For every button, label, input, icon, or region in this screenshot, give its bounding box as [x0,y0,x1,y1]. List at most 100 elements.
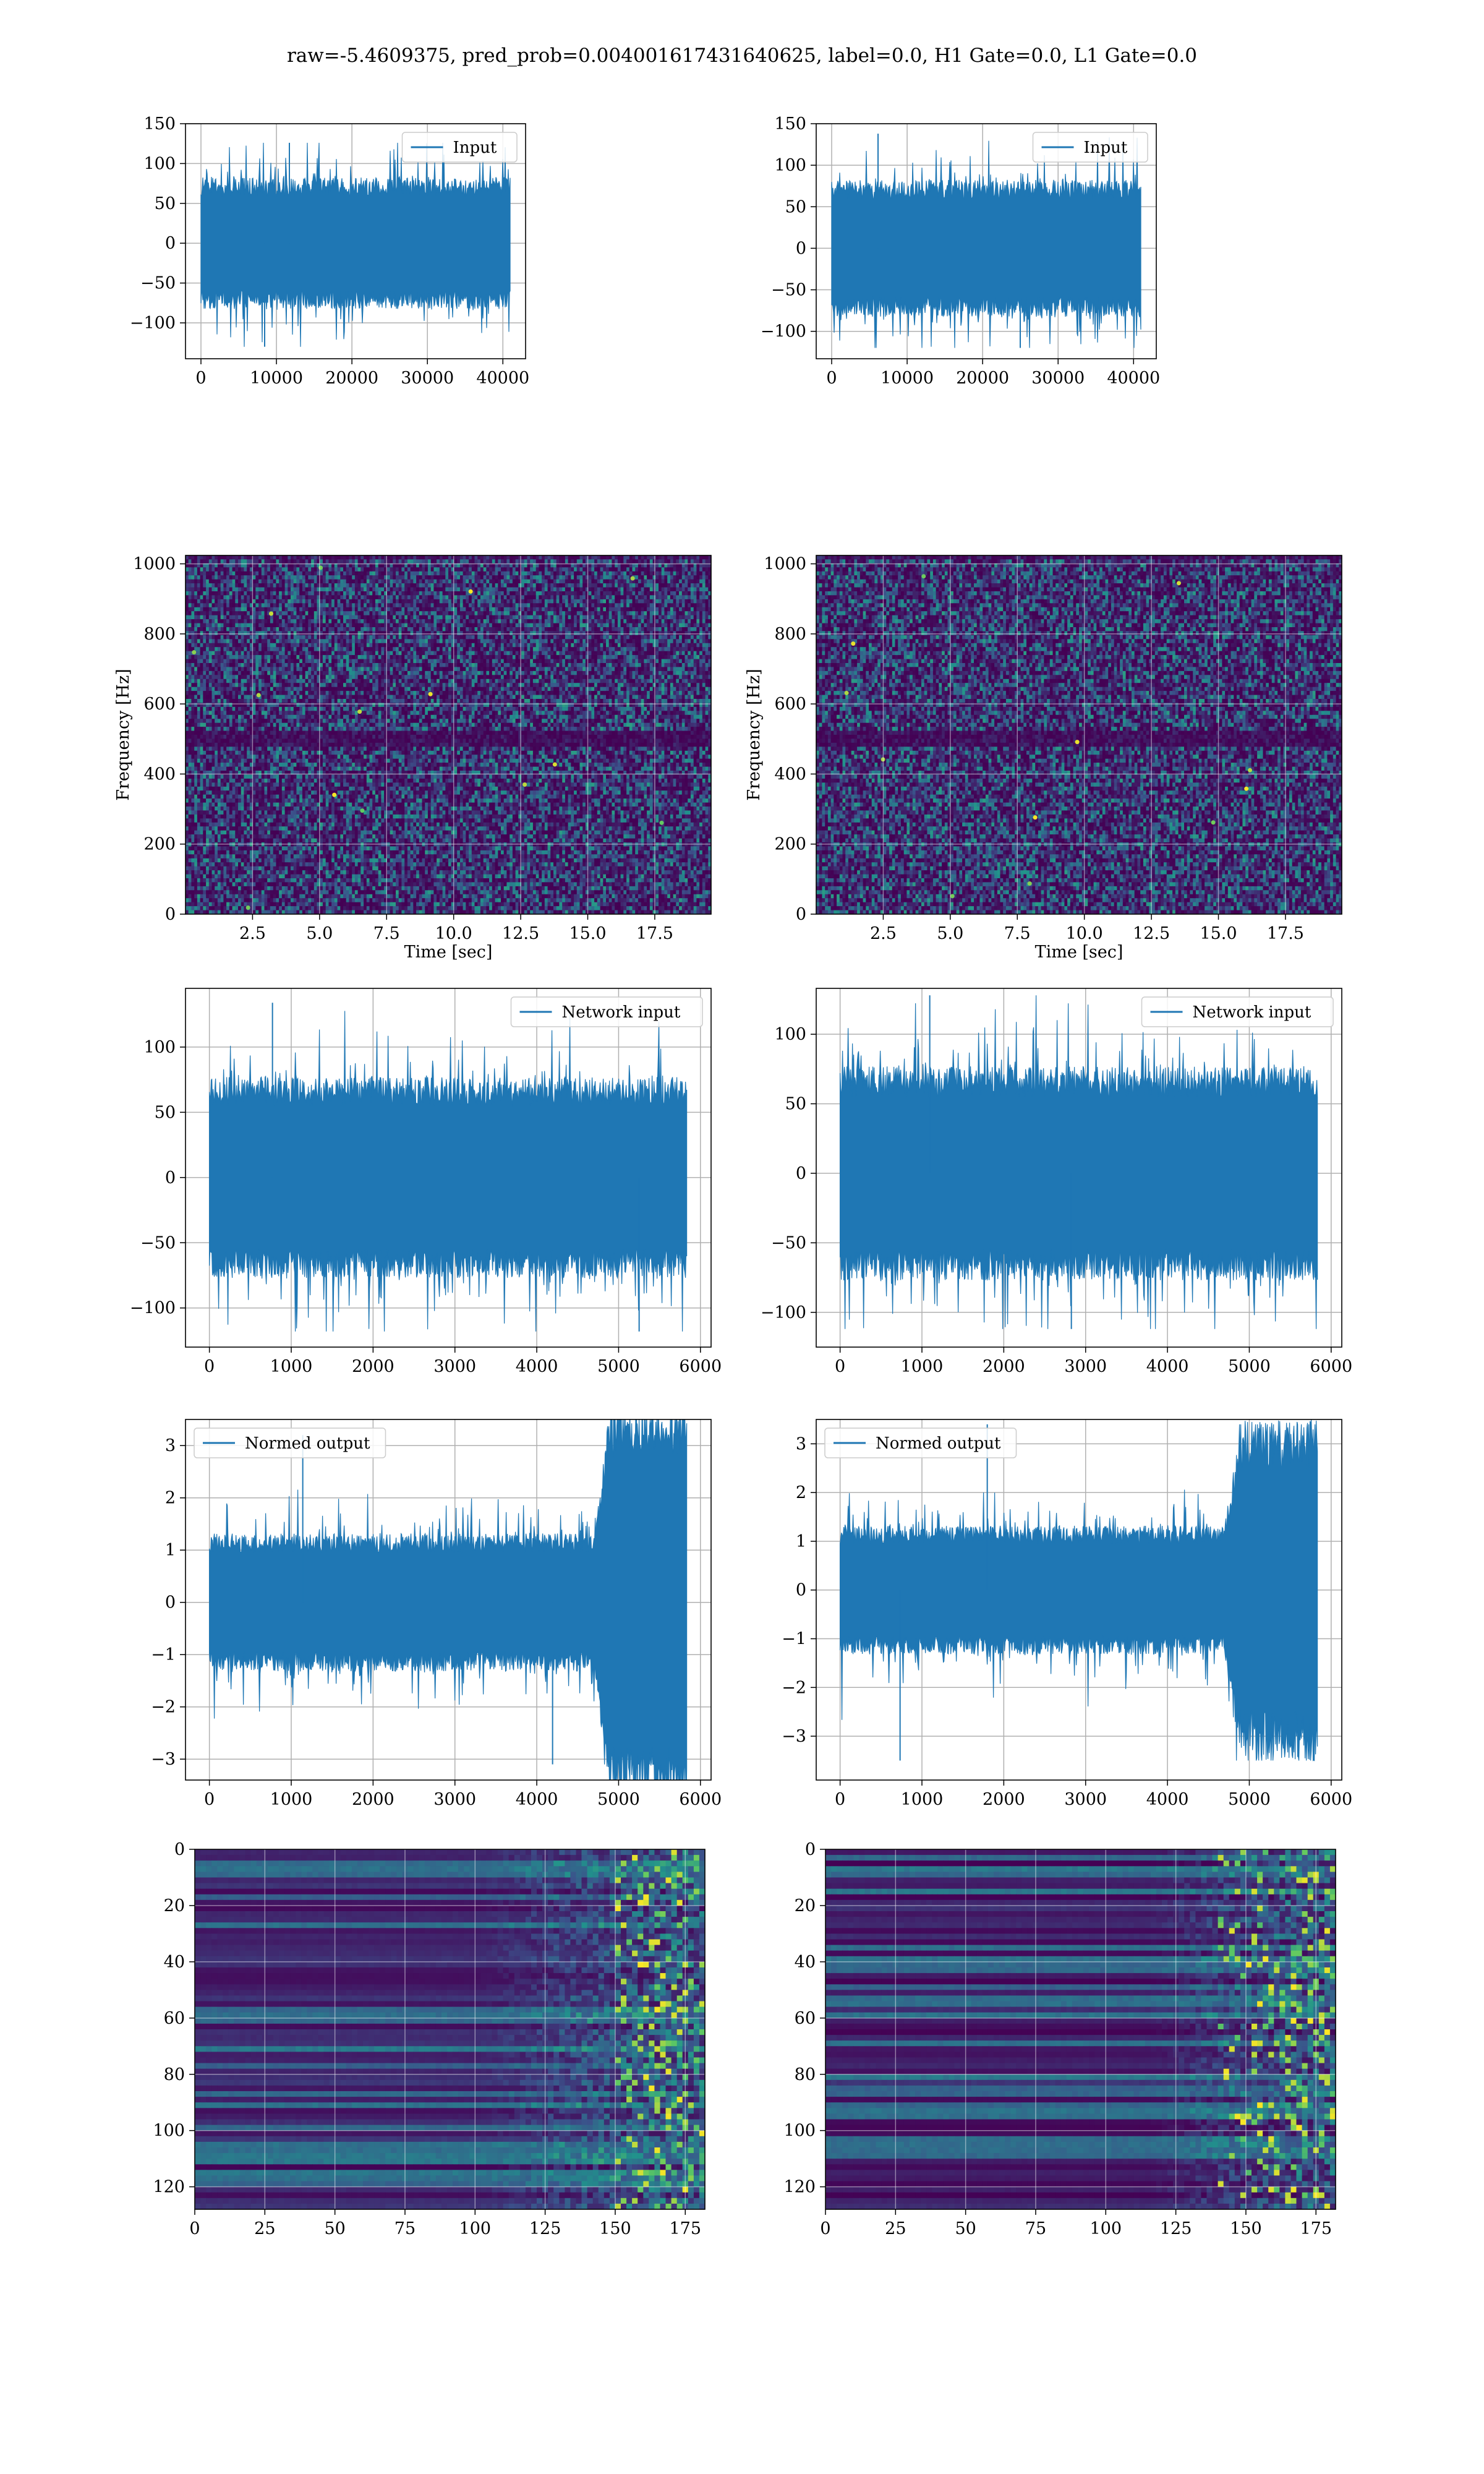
spectrogram-left-cell [659,583,662,588]
spectrogram-left-cell [585,563,589,568]
spectrogram-left-cell [226,659,230,664]
spectrogram-left-cell [276,603,279,608]
spectrogram-left-cell [194,555,198,560]
spectrogram-left-cell [641,611,644,616]
spectrogram-left-cell [608,611,612,616]
spectrogram-left-cell [366,647,370,652]
spectrogram-left-cell [606,635,610,640]
spectrogram-left-cell [664,659,668,664]
spectrogram-left-cell [393,563,396,568]
spectrogram-left-cell [495,559,498,564]
spectrogram-left-cell [293,659,297,664]
spectrogram-left-cell [398,559,402,564]
spectrogram-left-cell [200,607,203,612]
spectrogram-left-cell [241,595,244,600]
spectrogram-left-cell [510,603,513,608]
spectrogram-left-cell [247,603,250,608]
spectrogram-left-cell [325,595,329,600]
spectrogram-left-cell [498,659,501,664]
spectrogram-left-cell [349,635,352,640]
spectrogram-left-cell [235,555,239,560]
spectrogram-left-cell [284,571,288,576]
spectrogram-left-cell [384,555,388,560]
spectrogram-left-cell [386,555,391,560]
spectrogram-left-cell [352,591,356,596]
spectrogram-left-cell [597,563,601,568]
spectrogram-left-cell [238,607,242,612]
spectrogram-left-cell [664,599,668,604]
spectrogram-left-cell [588,599,592,604]
spectrogram-left-cell [603,559,607,564]
spectrogram-left-cell [495,631,498,636]
spectrogram-left-cell [606,563,610,568]
input-right-xticklabel-1: 10000 [881,369,934,388]
spectrogram-left-cell [673,623,676,628]
spectrogram-left-cell [483,559,487,564]
spectrogram-left-cell [544,559,548,564]
spectrogram-left-cell [320,603,323,608]
spectrogram-left-cell [486,643,490,648]
spectrogram-left-cell [544,627,548,631]
spectrogram-left-cell [553,579,557,584]
spectrogram-left-cell [366,595,370,600]
spectrogram-left-cell [396,563,399,568]
spectrogram-left-cell [433,579,437,584]
spectrogram-left-cell [480,595,484,600]
spectrogram-left-cell [606,639,610,644]
spectrogram-left-cell [681,643,686,648]
spectrogram-left-cell [585,579,589,584]
spectrogram-left-cell [574,555,578,560]
spectrogram-left-cell [483,587,487,592]
spectrogram-left-cell [676,583,680,588]
spectrogram-left-cell [334,579,338,584]
spectrogram-left-cell [562,563,566,568]
spectrogram-left-cell [594,615,598,620]
spectrogram-left-cell [279,591,283,596]
spectrogram-left-cell [299,619,303,624]
spectrogram-left-cell [334,647,338,652]
spectrogram-left-cell [372,567,376,572]
spectrogram-left-cell [334,631,338,636]
spectrogram-left-cell [381,567,385,572]
spectrogram-left-cell [644,635,647,640]
spectrogram-left-cell [328,595,332,600]
spectrogram-left-cell [515,579,519,584]
spectrogram-left-cell [354,655,359,660]
spectrogram-left-cell [317,579,320,584]
spectrogram-left-cell [261,555,265,560]
spectrogram-left-cell [594,619,598,624]
spectrogram-left-cell [641,651,644,656]
spectrogram-left-cell [562,567,566,572]
spectrogram-left-cell [203,563,207,568]
spectrogram-left-cell [398,611,402,616]
spectrogram-left-cell [492,611,496,616]
spectrogram-left-cell [521,559,525,564]
spectrogram-left-cell [311,619,315,624]
spectrogram-left-cell [340,635,344,640]
spectrogram-left-cell [652,631,656,636]
spectrogram-left-cell [311,635,315,640]
spectrogram-left-cell [647,639,650,644]
spectrogram-left-cell [241,559,244,564]
spectrogram-left-cell [588,571,592,576]
spectrogram-left-cell [191,571,195,576]
spectrogram-left-cell [416,591,420,596]
spectrogram-left-cell [267,651,271,656]
spectrogram-left-cell [448,639,452,644]
spectrogram-left-cell [659,659,662,664]
spectrogram-left-cell [582,567,586,572]
spectrogram-left-cell [498,563,501,568]
spectrogram-left-cell [492,587,496,592]
spectrogram-left-cell [477,611,481,616]
spectrogram-left-cell [515,591,519,596]
spectrogram-left-cell [203,627,207,631]
spectrogram-left-cell [331,611,335,616]
spectrogram-left-cell [261,595,265,600]
spectrogram-left-cell [477,659,481,664]
spectrogram-left-cell [480,555,484,560]
spectrogram-left-cell [489,619,493,624]
spectrogram-left-cell [340,599,344,604]
spectrogram-left-cell [197,635,201,640]
spectrogram-left-cell [530,595,534,600]
spectrogram-left-cell [413,583,417,588]
